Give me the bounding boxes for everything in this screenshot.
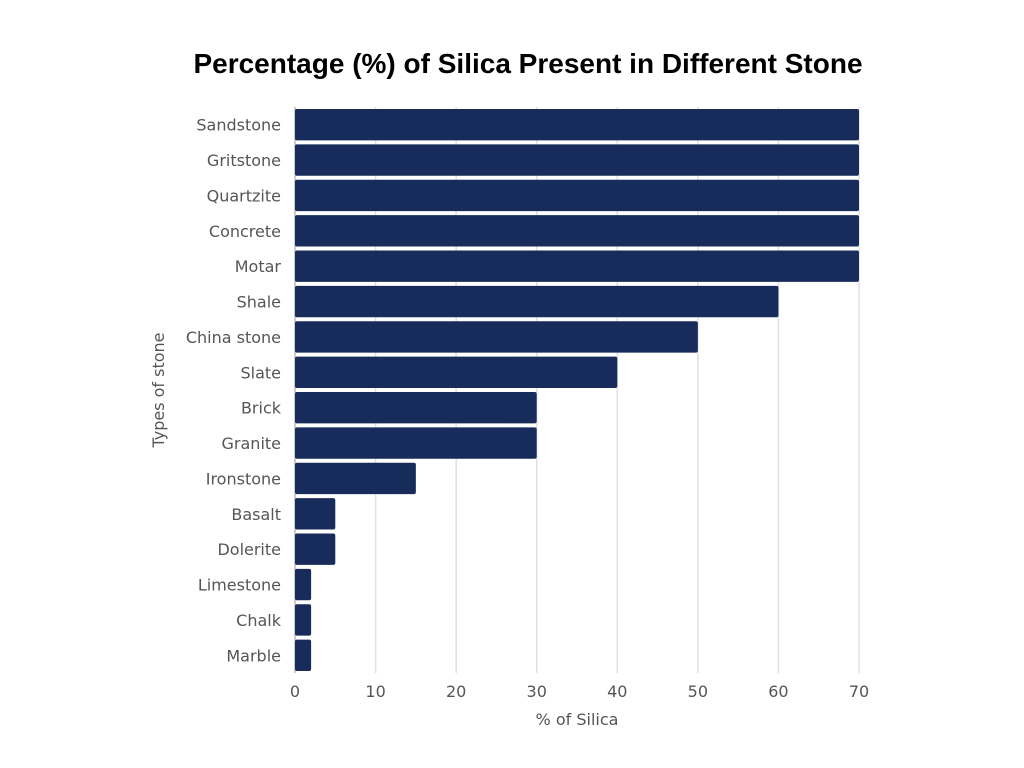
- bar: [295, 109, 859, 141]
- y-category-label: Sandstone: [196, 116, 281, 135]
- y-category-label: Basalt: [231, 505, 281, 524]
- bar: [295, 392, 537, 424]
- bar: [295, 639, 312, 671]
- y-category-label: Ironstone: [206, 469, 281, 488]
- x-tick-label: 50: [688, 682, 708, 701]
- y-category-label: Slate: [240, 363, 281, 382]
- x-tick-label: 20: [446, 682, 466, 701]
- bar: [295, 250, 859, 282]
- y-axis-label: Types of stone: [149, 332, 168, 448]
- y-category-label: Dolerite: [217, 540, 281, 559]
- bar: [295, 498, 336, 530]
- bar: [295, 179, 859, 212]
- y-category-label: Quartzite: [207, 186, 281, 205]
- x-tick-label: 60: [768, 682, 788, 701]
- x-tick-label: 10: [365, 682, 385, 701]
- bar: [295, 356, 618, 388]
- bar: [295, 568, 312, 601]
- bar: [295, 427, 537, 459]
- y-category-label: Shale: [237, 293, 281, 312]
- x-tick-label: 70: [849, 682, 869, 701]
- x-tick-label: 0: [290, 682, 300, 701]
- bar: [295, 462, 416, 495]
- y-category-label: Brick: [241, 399, 282, 418]
- y-category-label: China stone: [186, 328, 281, 347]
- x-tick-label: 30: [527, 682, 547, 701]
- bar: [295, 215, 859, 247]
- chart-title: Percentage (%) of Silica Present in Diff…: [193, 48, 863, 79]
- y-category-label: Limestone: [198, 576, 281, 595]
- y-category-label: Concrete: [209, 222, 281, 241]
- bar: [295, 285, 779, 318]
- bar: [295, 533, 336, 565]
- y-category-label: Gritstone: [207, 151, 281, 170]
- y-category-label: Granite: [222, 434, 281, 453]
- y-category-label: Chalk: [236, 611, 282, 630]
- y-category-label: Motar: [235, 257, 282, 276]
- bar: [295, 604, 312, 636]
- bar: [295, 144, 859, 176]
- x-axis-label: % of Silica: [536, 710, 619, 729]
- y-category-label: Marble: [226, 646, 281, 665]
- bar: [295, 321, 698, 353]
- x-tick-label: 40: [607, 682, 627, 701]
